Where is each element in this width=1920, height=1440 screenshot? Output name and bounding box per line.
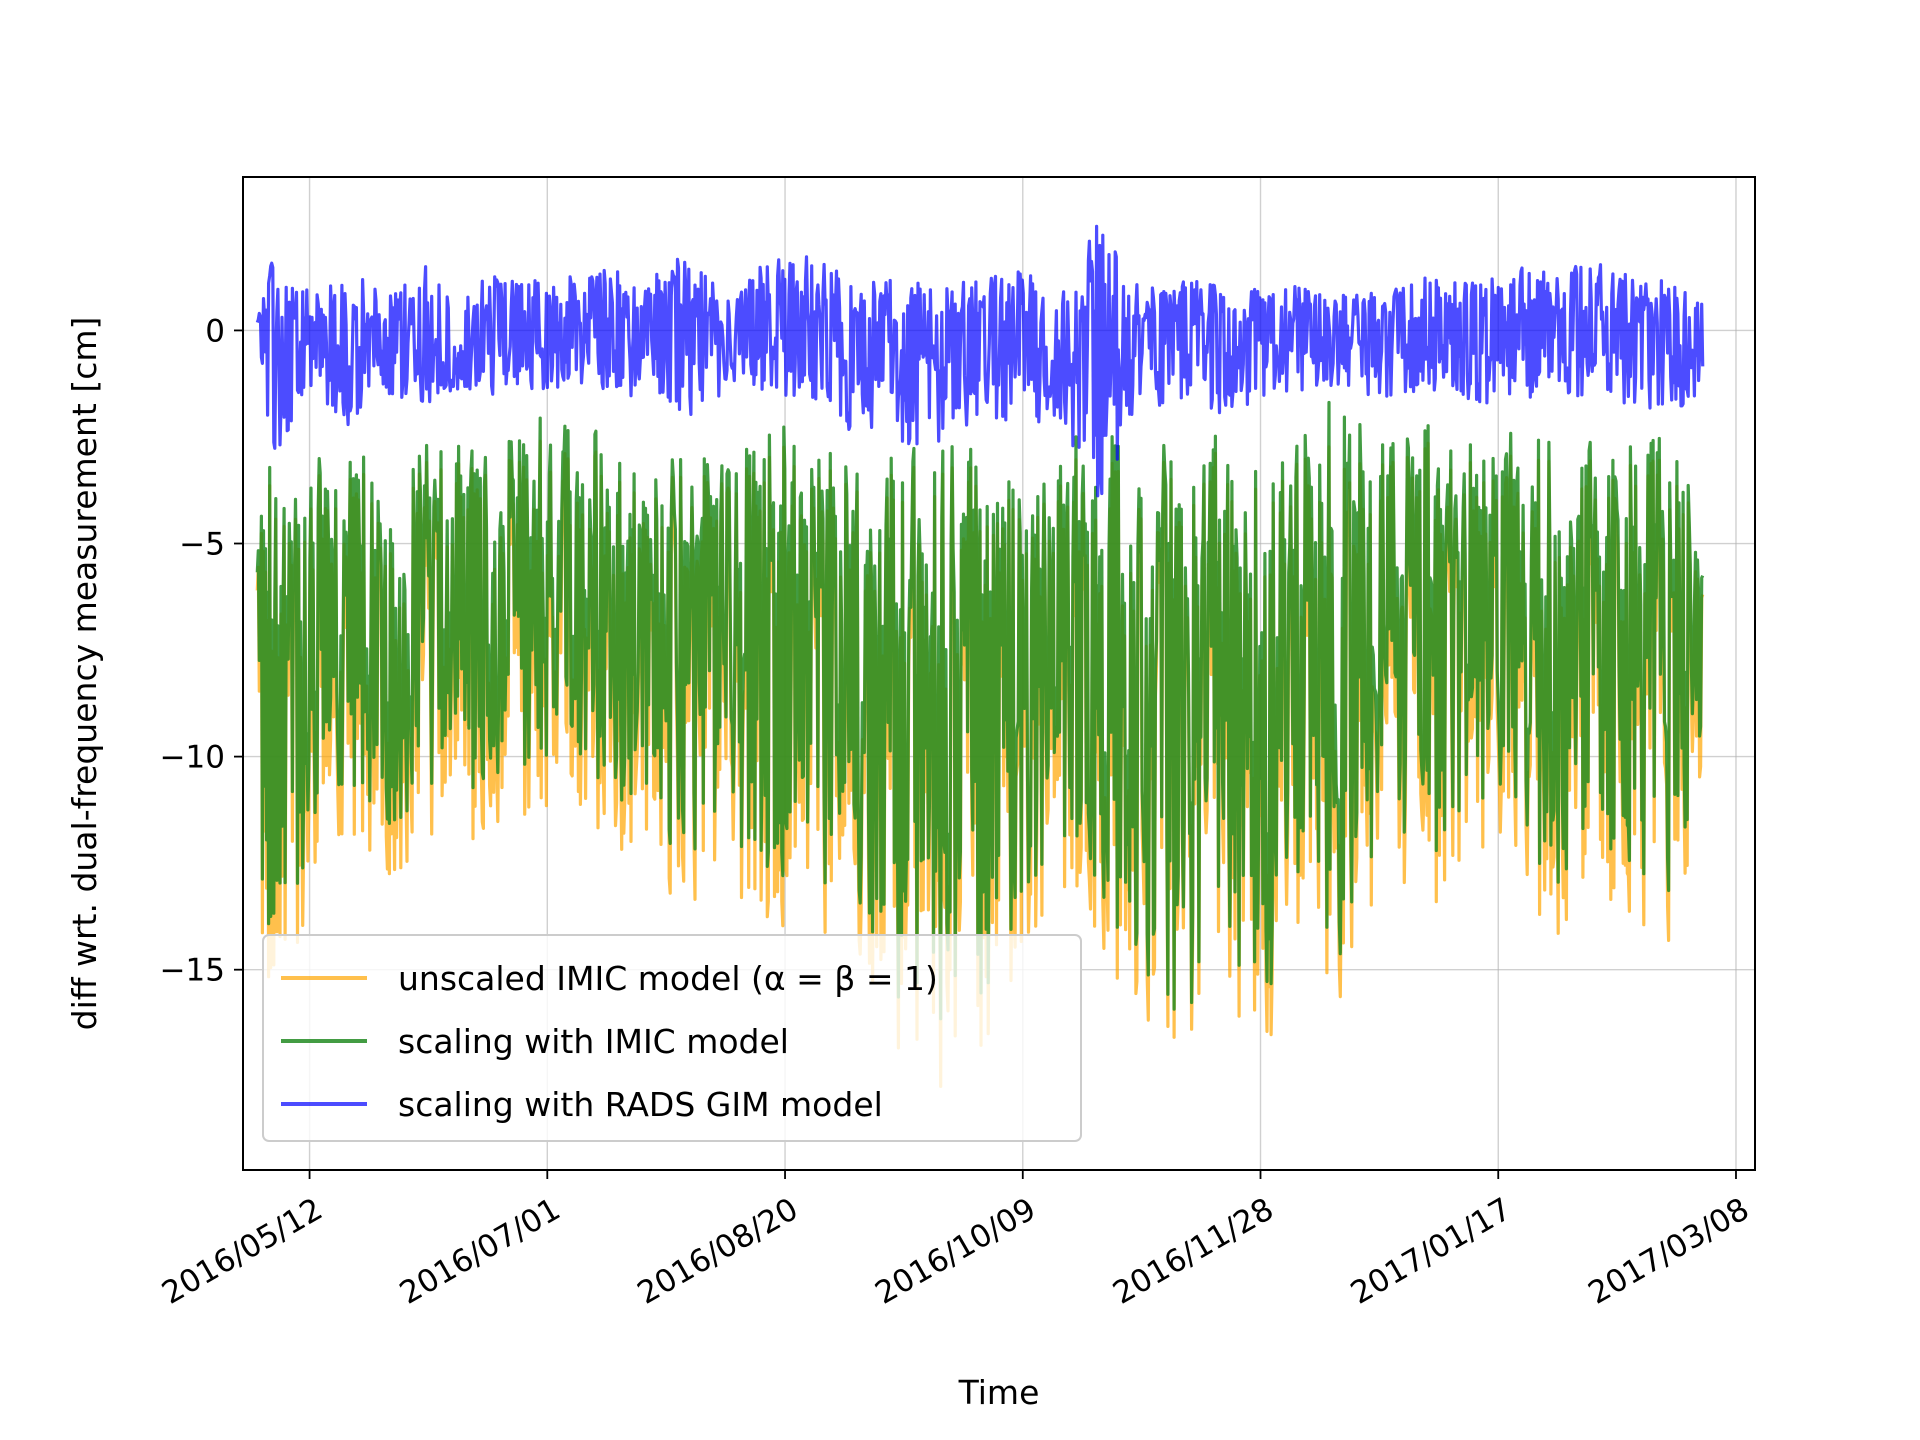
y-tick-label: −10 (160, 740, 225, 776)
series-line-3 (255, 224, 1705, 498)
legend-box (262, 934, 1082, 1142)
y-tick-label: −15 (160, 953, 225, 989)
x-axis-label: Time (958, 1373, 1040, 1412)
plot-area (255, 224, 1705, 1089)
legend-label: unscaled IMIC model (α = β = 1) (398, 959, 938, 998)
legend-label: scaling with RADS GIM model (398, 1085, 883, 1124)
y-tick-label: −5 (179, 527, 225, 563)
legend-label: scaling with IMIC model (398, 1022, 789, 1061)
legend: unscaled IMIC model (α = β = 1) scaling w… (262, 934, 1082, 1142)
y-tick-label: 0 (205, 313, 225, 349)
axes-frame (242, 176, 1756, 1171)
series-line-2 (255, 400, 1705, 1021)
y-axis-label: diff wrt. dual-frequency measurement [cm… (65, 317, 104, 1031)
